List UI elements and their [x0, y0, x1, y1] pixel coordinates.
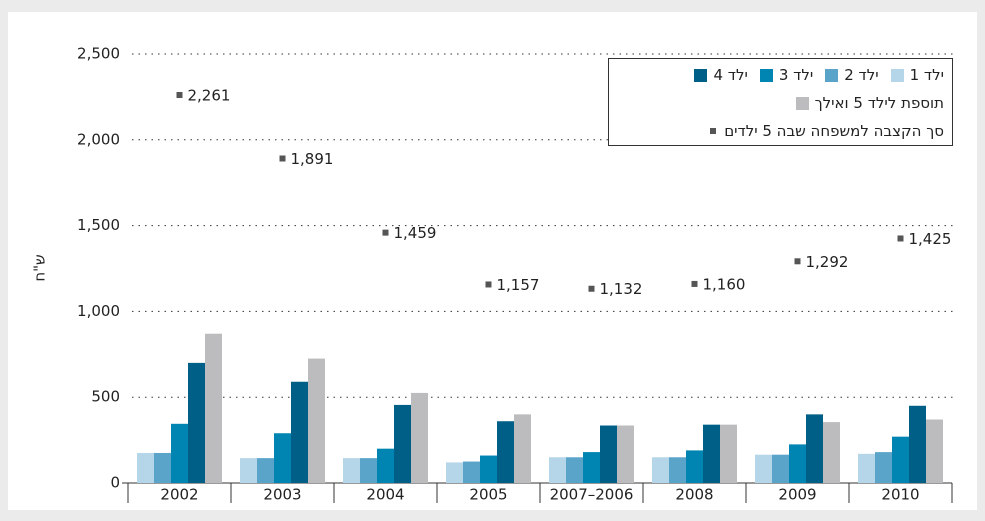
total-point	[794, 258, 801, 265]
bar	[274, 433, 291, 483]
legend-item: ילד 3	[759, 66, 814, 84]
bar	[566, 457, 583, 483]
bar	[789, 444, 806, 483]
legend-row: סך הקצבה למשפחה שבה 5 ילדים	[617, 117, 944, 145]
bar	[137, 452, 154, 483]
bar	[858, 453, 875, 483]
bar	[411, 392, 428, 483]
total-point	[485, 281, 492, 288]
data-label: 1,425	[909, 230, 952, 248]
bar	[514, 414, 531, 483]
x-tick-label: 2009	[778, 486, 816, 504]
x-tick-label: 2004	[366, 486, 404, 504]
data-label: 1,157	[497, 276, 540, 294]
x-tick-label: 2002	[160, 486, 198, 504]
data-label: 1,132	[600, 280, 643, 298]
x-tick-label: 2007–2006	[550, 486, 634, 504]
bar	[291, 381, 308, 483]
data-label: 1,160	[703, 275, 746, 293]
bar	[171, 423, 188, 483]
bar	[926, 419, 943, 483]
total-point	[588, 285, 595, 292]
total-point	[279, 155, 286, 162]
bar	[188, 362, 205, 483]
bar	[755, 454, 772, 483]
legend-label: תוספת לילד 5 ואילך	[814, 94, 944, 112]
legend-swatch	[890, 68, 904, 82]
bar	[549, 457, 566, 483]
legend-row: תוספת לילד 5 ואילך	[617, 89, 944, 117]
bar	[343, 458, 360, 483]
bar	[909, 405, 926, 483]
legend: ילד 1 ילד 2 ילד 3 ילד 4 תוספת לילד 5 ואילך סך…	[608, 58, 953, 146]
y-tick-label: 500	[91, 388, 120, 406]
total-point	[691, 280, 698, 287]
total-point	[897, 235, 904, 242]
legend-swatch	[795, 96, 809, 110]
legend-item: ילד 1	[890, 66, 944, 84]
bar	[669, 457, 686, 483]
y-tick-label: 1,000	[77, 302, 120, 320]
y-axis-label: ש"ח	[31, 254, 49, 281]
bar	[240, 458, 257, 483]
bar	[360, 458, 377, 483]
bar	[394, 404, 411, 483]
legend-item: ילד 4	[694, 66, 748, 84]
bar	[720, 424, 737, 483]
bar	[205, 333, 222, 483]
legend-swatch	[710, 128, 717, 134]
bar	[703, 424, 720, 483]
y-tick-label: 2,500	[77, 45, 120, 63]
bar	[600, 425, 617, 483]
bar	[154, 452, 171, 483]
bar	[617, 425, 634, 483]
bar	[892, 436, 909, 483]
x-tick-label: 2010	[881, 486, 919, 504]
y-tick-label: 1,500	[77, 216, 120, 234]
bar	[257, 458, 274, 483]
legend-label: ילד 2	[844, 66, 879, 84]
legend-swatch	[694, 68, 708, 82]
bar	[480, 455, 497, 483]
data-label: 1,891	[291, 150, 334, 168]
legend-item: ילד 2	[825, 66, 879, 84]
bar	[463, 461, 480, 483]
legend-label: ילד 1	[909, 66, 944, 84]
bar	[772, 454, 789, 483]
legend-swatch	[825, 68, 839, 82]
total-point	[382, 229, 389, 236]
bar	[652, 457, 669, 483]
bar	[875, 452, 892, 483]
bar	[806, 414, 823, 483]
y-tick-label: 0	[110, 474, 120, 492]
x-tick-label: 2008	[675, 486, 713, 504]
x-tick-label: 2003	[263, 486, 301, 504]
legend-item: תוספת לילד 5 ואילך	[795, 94, 944, 112]
bar	[446, 462, 463, 483]
legend-row: ילד 1 ילד 2 ילד 3 ילד 4	[617, 61, 944, 89]
data-label: 1,459	[394, 224, 437, 242]
legend-label: ילד 3	[778, 66, 814, 84]
x-tick-label: 2005	[469, 486, 507, 504]
data-label: 1,292	[806, 253, 849, 271]
legend-swatch	[759, 68, 773, 82]
bar	[686, 450, 703, 483]
y-tick-label: 2,000	[77, 130, 120, 148]
total-point	[176, 92, 183, 99]
legend-label: סך הקצבה למשפחה שבה 5 ילדים	[724, 122, 944, 140]
bar	[377, 448, 394, 483]
bar	[308, 358, 325, 483]
legend-item: סך הקצבה למשפחה שבה 5 ילדים	[707, 122, 944, 140]
legend-label: ילד 4	[713, 66, 748, 84]
bar	[823, 422, 840, 483]
data-label: 2,261	[188, 87, 231, 105]
bar	[497, 421, 514, 483]
bar	[583, 452, 600, 483]
